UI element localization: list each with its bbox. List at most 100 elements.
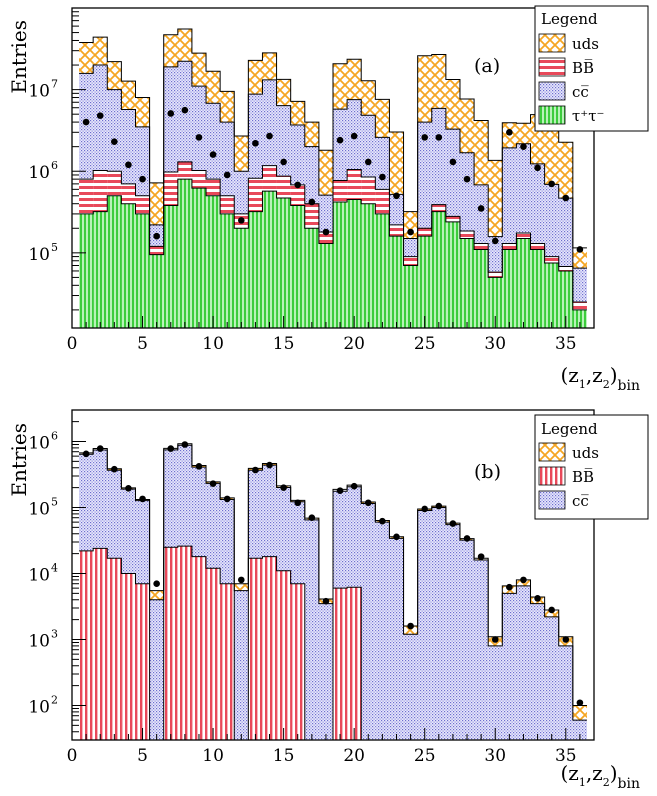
bar-tau-a-22 (375, 213, 390, 328)
panel-label-a: (a) (474, 55, 500, 77)
data-point-a-30 (491, 237, 499, 245)
bar-cc-a-3 (107, 89, 122, 172)
bar-uds-a-11 (220, 91, 235, 123)
data-point-b-2 (96, 445, 104, 452)
data-point-b-4 (125, 485, 132, 492)
data-point-a-4 (125, 161, 132, 169)
data-point-b-5 (139, 495, 146, 503)
bar-bb-a-11 (220, 195, 235, 214)
bar-cc-a-34 (544, 184, 559, 257)
data-point-a-14 (266, 132, 273, 140)
bar-tau-a-19 (333, 201, 348, 328)
bar-bb-b-9 (191, 556, 207, 740)
data-point-a-13 (252, 139, 259, 147)
bar-cc-a-17 (304, 146, 319, 204)
bar-uds-a-2 (93, 37, 108, 66)
bar-cc-b-26 (431, 507, 446, 740)
bar-cc-a-4 (121, 109, 136, 184)
bar-uds-a-29 (474, 120, 489, 185)
bar-cc-a-32 (516, 143, 531, 234)
xlabel-a: (z1,z2)bin (560, 363, 640, 394)
legend-swatch-uds-b (538, 442, 566, 462)
bar-tau-a-26 (431, 211, 446, 328)
bar-uds-a-17 (304, 122, 319, 147)
bar-cc-b-11 (220, 499, 235, 584)
legend-b: Legend uds BB̅ cc̅ (534, 414, 649, 520)
ytick-label-a-5: 10 (28, 245, 50, 265)
bar-tau-a-14 (262, 191, 277, 328)
bar-cc-a-5 (135, 126, 150, 196)
data-point-b-19 (336, 487, 344, 494)
ytick-exp-b-5: 5 (51, 495, 58, 508)
bar-bb-b-13 (248, 558, 263, 740)
bar-bb-a-16 (290, 184, 305, 206)
bar-cc-a-27 (445, 129, 460, 217)
bar-uds-a-3 (107, 61, 122, 90)
bar-bb-b-20 (347, 587, 362, 740)
bar-cc-a-25 (417, 122, 432, 229)
data-point-a-25 (421, 134, 429, 141)
data-point-a-10 (209, 151, 217, 158)
legend-swatch-cc-b (538, 490, 566, 510)
bar-bb-b-11 (220, 583, 235, 740)
data-point-b-6 (153, 580, 160, 588)
bar-cc-b-15 (276, 487, 291, 571)
bar-bb-a-14 (262, 165, 277, 192)
outline-b (79, 443, 587, 740)
legend-label-bb-a: BB̅ (572, 58, 594, 77)
bar-cc-b-3 (107, 470, 122, 559)
bar-cc-b-32 (516, 585, 531, 740)
xtick-label-b-10: 10 (202, 746, 224, 766)
bar-uds-a-26 (431, 54, 446, 109)
bar-cc-a-19 (333, 109, 348, 181)
bar-cc-a-36 (572, 268, 587, 302)
bar-cc-b-4 (121, 489, 136, 574)
bar-bb-a-35 (558, 266, 573, 271)
ytick-exp-b-3: 3 (51, 627, 58, 640)
bar-uds-a-36 (572, 247, 587, 269)
bar-tau-a-24 (403, 265, 418, 328)
bar-cc-b-20 (347, 486, 362, 588)
data-point-a-11 (223, 171, 231, 179)
xtick-label-a-0: 0 (67, 334, 78, 354)
bar-uds-a-1 (79, 42, 94, 74)
legend-swatch-bb-a (538, 57, 566, 77)
bar-cc-a-9 (191, 86, 207, 171)
bar-bb-b-3 (107, 558, 122, 740)
bar-bb-a-23 (389, 224, 404, 237)
bar-bb-a-32 (516, 233, 531, 239)
bar-uds-a-5 (135, 97, 150, 127)
bar-cc-a-31 (502, 147, 517, 244)
data-point-a-20 (350, 132, 358, 140)
bar-uds-a-30 (488, 160, 503, 237)
bar-cc-b-25 (417, 510, 432, 740)
bar-bb-a-24 (403, 256, 418, 266)
data-point-b-7 (167, 445, 175, 452)
bar-uds-a-9 (191, 53, 207, 87)
bar-bb-b-2 (93, 548, 108, 740)
bar-cc-b-33 (530, 603, 545, 740)
bar-bb-b-4 (121, 573, 136, 740)
bar-bb-b-16 (290, 583, 305, 740)
bar-cc-a-28 (459, 152, 475, 232)
data-point-b-34 (548, 606, 555, 614)
ytick-label-b-5: 10 (28, 499, 50, 519)
data-point-a-32 (520, 143, 527, 150)
bar-tau-a-32 (516, 238, 531, 328)
bar-cc-a-12 (234, 171, 249, 214)
bar-tau-a-17 (304, 228, 319, 328)
data-point-b-16 (294, 499, 302, 507)
data-point-b-26 (435, 502, 443, 510)
bar-cc-b-27 (445, 524, 460, 740)
bars-a (79, 28, 587, 328)
bar-uds-a-24 (403, 211, 418, 239)
bar-tau-a-31 (502, 249, 517, 328)
bar-tau-a-10 (206, 195, 221, 328)
legend-label-uds-b: uds (572, 444, 599, 462)
bar-bb-a-15 (276, 176, 291, 198)
bar-cc-a-11 (220, 122, 235, 196)
bar-bb-b-10 (206, 568, 221, 740)
bar-tau-a-13 (248, 211, 263, 328)
bar-uds-a-21 (361, 80, 376, 116)
